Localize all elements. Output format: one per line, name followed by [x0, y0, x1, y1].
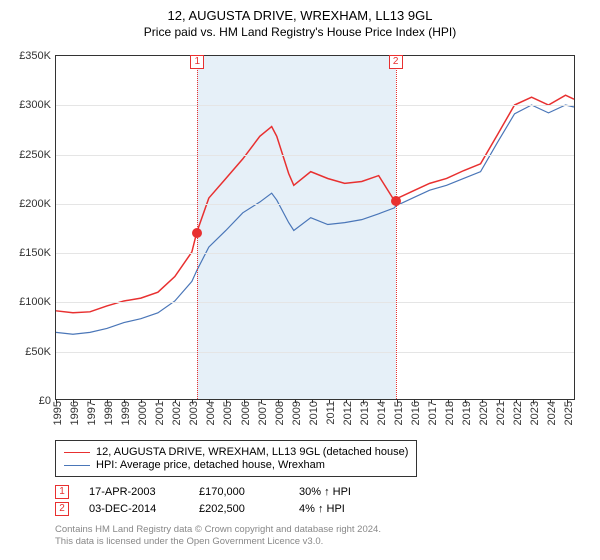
sales-cell: £202,500: [199, 503, 299, 515]
x-tick-label: 2018: [444, 401, 456, 425]
title-line1: 12, AUGUSTA DRIVE, WREXHAM, LL13 9GL: [0, 8, 600, 23]
x-tick-label: 2001: [154, 401, 166, 425]
sales-row-badge: 2: [55, 502, 69, 516]
y-gridline: [56, 204, 574, 205]
sales-row: 2 03-DEC-2014£202,5004% ↑ HPI: [55, 502, 399, 516]
sales-cell: 17-APR-2003: [89, 486, 199, 498]
x-tick-label: 2022: [512, 401, 524, 425]
title-block: 12, AUGUSTA DRIVE, WREXHAM, LL13 9GL Pri…: [0, 0, 600, 39]
y-tick-label: £350K: [19, 50, 51, 62]
y-gridline: [56, 105, 574, 106]
y-gridline: [56, 302, 574, 303]
sales-cell: 30% ↑ HPI: [299, 486, 399, 498]
line-layer: [56, 56, 574, 399]
legend-swatch: [64, 465, 90, 466]
y-gridline: [56, 253, 574, 254]
x-tick-label: 1997: [86, 401, 98, 425]
x-tick-label: 2000: [137, 401, 149, 425]
y-tick-label: £200K: [19, 198, 51, 210]
legend-label: HPI: Average price, detached house, Wrex…: [96, 459, 325, 471]
x-tick-label: 2015: [393, 401, 405, 425]
x-tick-label: 1995: [52, 401, 64, 425]
x-tick-label: 2003: [188, 401, 200, 425]
x-tick-label: 2011: [325, 401, 337, 425]
x-tick-label: 2005: [222, 401, 234, 425]
title-line2: Price paid vs. HM Land Registry's House …: [0, 25, 600, 39]
x-tick-label: 2014: [376, 401, 388, 425]
legend-swatch: [64, 452, 90, 453]
y-gridline: [56, 155, 574, 156]
legend-row: HPI: Average price, detached house, Wrex…: [64, 459, 408, 471]
x-tick-label: 2024: [546, 401, 558, 425]
sale-marker-badge: 1: [190, 55, 204, 69]
x-tick-label: 2013: [359, 401, 371, 425]
sales-row: 1 17-APR-2003£170,00030% ↑ HPI: [55, 485, 399, 499]
x-tick-label: 2004: [205, 401, 217, 425]
y-gridline: [56, 352, 574, 353]
footer-line1: Contains HM Land Registry data © Crown c…: [55, 524, 381, 536]
x-tick-label: 2020: [478, 401, 490, 425]
y-tick-label: £150K: [19, 247, 51, 259]
sales-cell: £170,000: [199, 486, 299, 498]
x-tick-label: 2017: [427, 401, 439, 425]
x-tick-label: 2025: [563, 401, 575, 425]
x-tick-label: 2021: [495, 401, 507, 425]
y-tick-label: £300K: [19, 99, 51, 111]
x-tick-label: 2008: [274, 401, 286, 425]
x-tick-label: 1999: [120, 401, 132, 425]
x-tick-label: 1996: [69, 401, 81, 425]
y-tick-label: £0: [39, 395, 51, 407]
sales-cell: 4% ↑ HPI: [299, 503, 399, 515]
x-tick-label: 2006: [240, 401, 252, 425]
sale-dot: [391, 196, 401, 206]
legend-label: 12, AUGUSTA DRIVE, WREXHAM, LL13 9GL (de…: [96, 446, 408, 458]
y-tick-label: £50K: [25, 346, 51, 358]
y-tick-label: £100K: [19, 296, 51, 308]
legend: 12, AUGUSTA DRIVE, WREXHAM, LL13 9GL (de…: [55, 440, 417, 477]
x-tick-label: 2023: [529, 401, 541, 425]
plot-area: £0£50K£100K£150K£200K£250K£300K£350K1995…: [55, 55, 575, 400]
chart-container: 12, AUGUSTA DRIVE, WREXHAM, LL13 9GL Pri…: [0, 0, 600, 560]
x-tick-label: 2019: [461, 401, 473, 425]
footer-line2: This data is licensed under the Open Gov…: [55, 536, 381, 548]
x-tick-label: 2002: [171, 401, 183, 425]
x-tick-label: 1998: [103, 401, 115, 425]
sale-marker-line: [396, 56, 397, 399]
x-tick-label: 2010: [308, 401, 320, 425]
x-tick-label: 2007: [257, 401, 269, 425]
sales-row-badge: 1: [55, 485, 69, 499]
sale-marker-badge: 2: [389, 55, 403, 69]
sales-cell: 03-DEC-2014: [89, 503, 199, 515]
x-tick-label: 2012: [342, 401, 354, 425]
footer: Contains HM Land Registry data © Crown c…: [55, 524, 381, 549]
x-tick-label: 2016: [410, 401, 422, 425]
sales-table: 1 17-APR-2003£170,00030% ↑ HPI 2 03-DEC-201…: [55, 482, 399, 519]
y-tick-label: £250K: [19, 149, 51, 161]
x-tick-label: 2009: [291, 401, 303, 425]
legend-row: 12, AUGUSTA DRIVE, WREXHAM, LL13 9GL (de…: [64, 446, 408, 458]
